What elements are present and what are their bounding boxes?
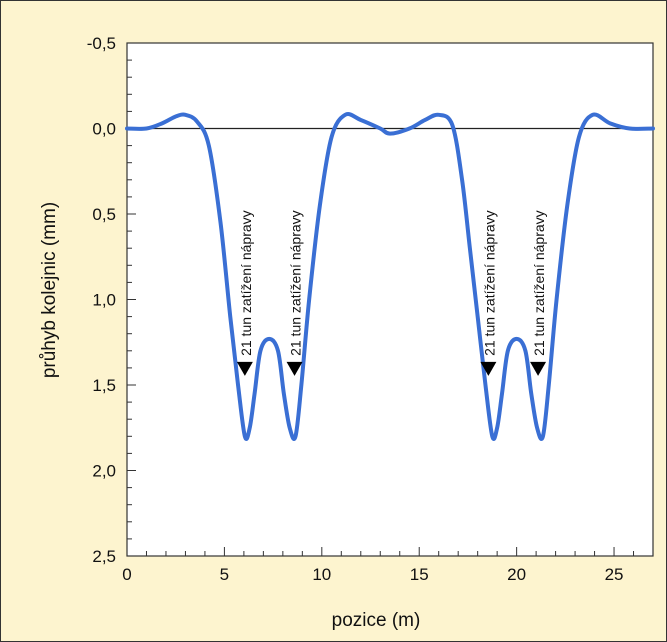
y-tick-label: -0,5 <box>87 34 116 53</box>
x-tick-label: 20 <box>507 565 526 584</box>
deflection-curve <box>125 112 655 441</box>
ticks-layer: 0 5 10 15 20 25 -0,5 0,0 0,5 1,0 1,5 2,0 2,5 <box>87 34 654 584</box>
y-tick-label: 0,5 <box>92 205 116 224</box>
y-tick-label: 0,0 <box>92 120 116 139</box>
load-label: 21 tun zatížení nápravy <box>481 210 497 356</box>
x-tick-label: 15 <box>410 565 429 584</box>
x-tick-label: 10 <box>312 565 331 584</box>
load-marker <box>480 361 497 376</box>
x-tick-label: 25 <box>605 565 624 584</box>
x-axis-title: pozice (m) <box>332 610 421 631</box>
load-marker <box>530 361 547 376</box>
annotations-layer: 21 tun zatížení nápravy 21 tun zatížení n… <box>236 210 547 376</box>
y-tick-label: 2,0 <box>92 462 116 481</box>
load-label: 21 tun zatížení nápravy <box>531 210 547 356</box>
load-marker <box>236 361 253 376</box>
y-tick-label: 1,5 <box>92 376 116 395</box>
plot-area <box>126 42 654 557</box>
y-axis-title: průhyb kolejnic (mm) <box>39 202 60 378</box>
load-label: 21 tun zatížení nápravy <box>288 210 304 356</box>
y-tick-label: 2,5 <box>92 547 116 566</box>
load-marker <box>286 361 303 376</box>
load-label: 21 tun zatížení nápravy <box>238 210 254 356</box>
x-tick-label: 0 <box>122 565 131 584</box>
y-tick-label: 1,0 <box>92 291 116 310</box>
x-tick-label: 5 <box>220 565 229 584</box>
